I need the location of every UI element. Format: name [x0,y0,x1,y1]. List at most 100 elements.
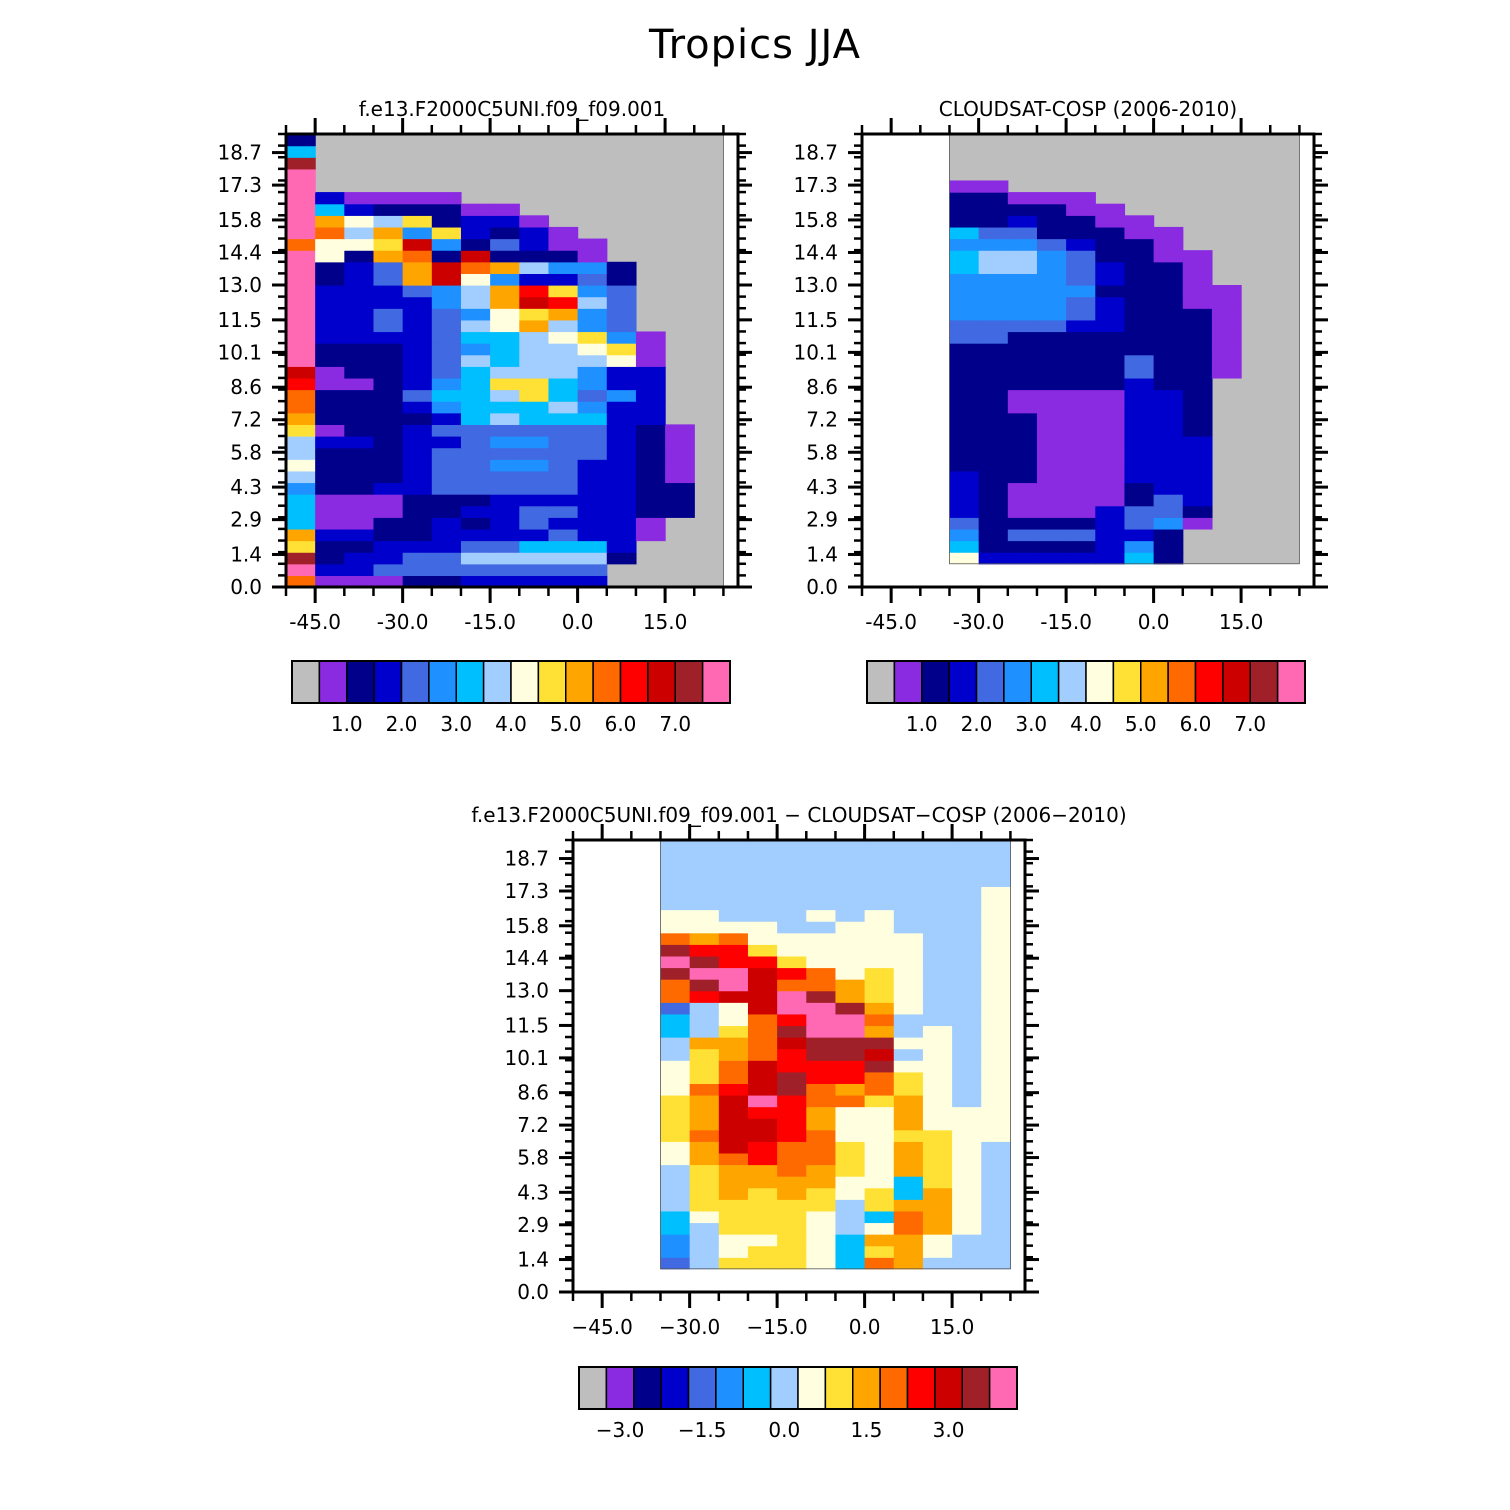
heatmap-cell [981,1152,1012,1166]
heatmap-cell [1153,552,1184,565]
heatmap-cell [490,285,520,298]
heatmap-cell [1036,250,1067,263]
heatmap-cell [893,1060,924,1073]
heatmap-cell [606,377,637,391]
heatmap-cell [1007,436,1038,449]
heatmap-cell [1182,285,1213,298]
heatmap-cell [835,1037,866,1050]
heatmap-cell [548,250,579,263]
heatmap-cell [286,494,316,507]
heatmap-cell [1182,261,1213,274]
heatmap-cell [286,540,316,553]
heatmap-cell [286,238,316,251]
heatmap-cell [718,1245,749,1258]
heatmap-cell [689,955,720,969]
heatmap-cell [978,192,1009,205]
heatmap-cell [460,412,491,425]
heatmap-cell [577,366,608,379]
heatmap-cell [431,343,462,356]
heatmap-cell [431,354,462,367]
heatmap-cell [1182,517,1213,530]
heatmap-cell [402,575,433,588]
heatmap-cell [777,1129,807,1142]
heatmap-cell [981,1037,1012,1050]
heatmap-cell [577,563,608,576]
heatmap-cell [689,1094,720,1108]
heatmap-cell [1066,552,1096,565]
heatmap-cell [949,552,980,565]
heatmap-cell [689,921,720,934]
heatmap-cell [689,1013,720,1027]
heatmap-cell [835,909,866,922]
y-tick-label: 8.6 [230,375,262,399]
heatmap-cell [1095,482,1126,495]
heatmap-cell [373,226,404,240]
heatmap-cell [660,1187,691,1200]
heatmap-cell [718,955,749,969]
heatmap-cell [519,494,550,507]
heatmap-cell [660,1002,691,1015]
heatmap-cell [635,377,666,391]
heatmap-cell [864,1106,895,1119]
heatmap-cell [1124,447,1155,460]
heatmap-cell [1095,238,1126,251]
colorbar-box [318,660,348,704]
heatmap-cell [490,575,520,588]
heatmap-cell [835,990,866,1003]
heatmap-cell [952,1210,982,1224]
heatmap-cell [1007,540,1038,553]
heatmap-cell [1153,343,1184,356]
heatmap-cell [577,377,608,391]
heatmap-cell [747,1037,778,1050]
heatmap-cell [1007,401,1038,414]
x-tick-label: -30.0 [953,610,1005,634]
heatmap-cell [949,226,980,240]
heatmap-cell [315,366,345,379]
heatmap-cell [431,517,462,530]
heatmap-cell [689,886,720,899]
heatmap-cell [835,1060,866,1073]
heatmap-cell [460,447,491,460]
heatmap-cell [1007,331,1038,344]
heatmap-cell [835,967,866,980]
heatmap-cell [1007,470,1038,484]
heatmap-cell [660,851,691,864]
heatmap-cell [1153,470,1184,484]
heatmap-cell [978,470,1009,484]
x-tick-label: 15.0 [930,1315,975,1339]
heatmap-cell [952,1060,982,1073]
heatmap-cell [402,505,433,518]
heatmap-cell [981,1083,1012,1096]
heatmap-cell [1066,540,1096,553]
heatmap-cell [864,944,895,957]
heatmap-cell [315,331,345,344]
y-tick-label: 10.1 [504,1046,549,1070]
heatmap-cell [1066,250,1096,263]
heatmap-cell [864,1048,895,1061]
y-tick-label: 4.3 [230,475,262,499]
heatmap-cell [1036,517,1067,530]
heatmap-cell [344,215,375,228]
heatmap-cell [949,203,980,216]
heatmap-cell [922,1234,953,1247]
heatmap-cell [777,1210,807,1224]
heatmap-cell [373,494,404,507]
heatmap-cell [460,401,491,414]
heatmap-cell [548,226,579,240]
colorbar-box [537,660,567,704]
heatmap-cell [864,1141,895,1154]
heatmap-cell [606,528,637,542]
x-tick-label: 15.0 [1219,610,1264,634]
heatmap-cell [519,447,550,460]
heatmap-cell [689,1118,720,1131]
heatmap-cell [286,436,316,449]
heatmap-cell [402,459,433,472]
heatmap-cell [519,366,550,379]
heatmap-cell [660,979,691,992]
heatmap-cell [949,412,980,425]
heatmap-cell [548,482,579,495]
heatmap-cell [660,1257,691,1270]
heatmap-cell [315,261,345,274]
heatmap-cell [952,1002,982,1015]
heatmap-cell [1153,285,1184,298]
